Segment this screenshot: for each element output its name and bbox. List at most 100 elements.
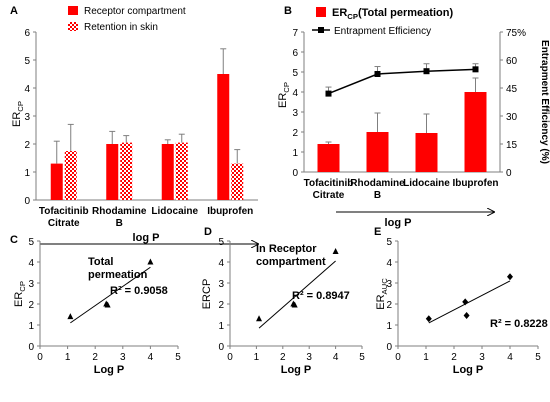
e-y-tick-label: 2	[386, 300, 392, 311]
e-y-tick-label: 4	[386, 258, 392, 269]
a-bar	[217, 74, 230, 200]
b-legend-swatch	[316, 7, 326, 17]
panel-label-c: C	[10, 234, 18, 246]
b-line-point	[374, 71, 381, 77]
c-annotation: Total	[88, 256, 113, 268]
a-legend-entry: Retention in skin	[84, 22, 158, 33]
e-x-tick-label: 1	[423, 352, 429, 363]
b-y-tick-label: 0	[292, 168, 298, 179]
e-x-tick-label: 5	[535, 352, 541, 363]
d-y-axis-label: ERCP	[201, 279, 213, 310]
a-y-tick-label: 2	[24, 140, 30, 151]
b-line-point	[472, 66, 479, 73]
d-x-tick-label: 5	[359, 352, 365, 363]
a-x-axis-label: log P	[133, 232, 160, 244]
b-category-label: Rhodamine	[350, 178, 405, 189]
c-annotation: permeation	[88, 269, 148, 281]
c-y-tick-label: 0	[28, 342, 34, 353]
b-y2-tick-label: 0	[506, 168, 512, 179]
e-y-tick-label: 3	[386, 279, 392, 290]
d-trendline	[258, 260, 336, 329]
b-y2-tick-label: 75%	[506, 28, 526, 39]
e-data-point	[462, 298, 469, 306]
b-category-label: B	[374, 190, 381, 201]
a-y-tick-label: 5	[24, 56, 30, 67]
d-annotation: In Receptor	[256, 243, 317, 255]
a-category-label: Citrate	[48, 218, 80, 229]
b-y2-axis-label: Entrapment Efficiency (%)	[539, 40, 550, 164]
d-annotation: compartment	[256, 256, 326, 268]
e-x-tick-label: 0	[395, 352, 401, 363]
e-x-tick-label: 4	[507, 352, 513, 363]
a-category-label: Ibuprofen	[207, 206, 253, 217]
c-x-tick-label: 3	[120, 352, 126, 363]
c-x-axis-label: Log P	[94, 364, 125, 376]
e-x-tick-label: 3	[479, 352, 485, 363]
a-y-tick-label: 3	[24, 112, 30, 123]
b-y-tick-label: 4	[292, 88, 298, 99]
b-line-point	[423, 68, 430, 75]
panel-label-d: D	[204, 226, 212, 238]
d-data-point	[256, 315, 263, 322]
c-data-point	[147, 258, 154, 265]
d-y-tick-label: 4	[218, 258, 224, 269]
b-x-axis-label: log P	[385, 217, 412, 229]
c-data-point	[67, 313, 74, 320]
c-y-tick-label: 2	[28, 300, 34, 311]
b-legend-entry: ERCP(Total permeation)	[332, 7, 453, 21]
d-data-point	[291, 301, 298, 308]
a-bar	[106, 144, 119, 200]
e-r2-label: R² = 0.8228	[490, 318, 548, 330]
c-data-point	[104, 301, 111, 308]
a-y-axis-label: ERCP	[11, 101, 25, 127]
b-y-tick-label: 5	[292, 68, 298, 79]
b-bar	[366, 132, 389, 172]
d-y-tick-label: 1	[218, 321, 224, 332]
a-category-label: Lidocaine	[151, 206, 198, 217]
b-category-label: Tofacitinib	[304, 178, 354, 189]
b-y2-tick-label: 30	[506, 112, 518, 123]
b-y-tick-label: 1	[292, 148, 298, 159]
c-trendline	[70, 266, 151, 324]
c-y-tick-label: 3	[28, 279, 34, 290]
b-y2-tick-label: 60	[506, 56, 518, 67]
b-y-tick-label: 7	[292, 28, 298, 39]
c-r2-label: R² = 0.9058	[110, 285, 168, 297]
a-category-label: B	[116, 218, 123, 229]
b-line-point	[325, 90, 332, 97]
a-bar	[161, 144, 174, 200]
b-bar	[464, 92, 487, 172]
b-y-axis-label: ERCP	[277, 82, 291, 108]
a-y-tick-label: 1	[24, 168, 30, 179]
c-y-tick-label: 1	[28, 321, 34, 332]
d-x-tick-label: 0	[227, 352, 233, 363]
a-bar	[231, 163, 244, 200]
e-y-axis-label: ERAUC	[375, 278, 389, 310]
c-x-tick-label: 5	[175, 352, 181, 363]
d-y-tick-label: 5	[218, 237, 224, 248]
b-y2-tick-label: 15	[506, 140, 518, 151]
b-y2-tick-label: 45	[506, 84, 518, 95]
e-trendline	[428, 280, 511, 324]
b-bar	[415, 133, 438, 172]
b-legend-entry: Entrapment Efficiency	[334, 26, 431, 37]
a-bar	[175, 142, 188, 200]
d-x-tick-label: 4	[333, 352, 339, 363]
e-data-point	[425, 315, 432, 323]
e-y-tick-label: 1	[386, 321, 392, 332]
a-legend-swatch	[68, 22, 78, 31]
d-y-tick-label: 3	[218, 279, 224, 290]
b-line-series	[328, 68, 476, 95]
b-bar	[317, 144, 340, 172]
a-category-label: Rhodamine	[92, 206, 147, 217]
a-bar	[120, 142, 133, 200]
d-x-axis-label: Log P	[281, 364, 312, 376]
d-y-tick-label: 2	[218, 300, 224, 311]
e-y-tick-label: 5	[386, 237, 392, 248]
c-x-tick-label: 0	[37, 352, 43, 363]
panel-label-b: B	[284, 5, 292, 17]
c-y-axis-label: ERCP	[13, 281, 27, 307]
a-bar	[64, 151, 77, 200]
d-x-tick-label: 2	[280, 352, 286, 363]
b-y-tick-label: 2	[292, 128, 298, 139]
